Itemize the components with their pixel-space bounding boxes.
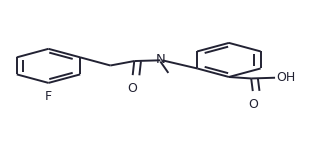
Text: O: O (128, 82, 138, 95)
Text: F: F (45, 90, 52, 103)
Text: N: N (155, 53, 165, 66)
Text: O: O (248, 98, 258, 111)
Text: OH: OH (276, 71, 296, 84)
